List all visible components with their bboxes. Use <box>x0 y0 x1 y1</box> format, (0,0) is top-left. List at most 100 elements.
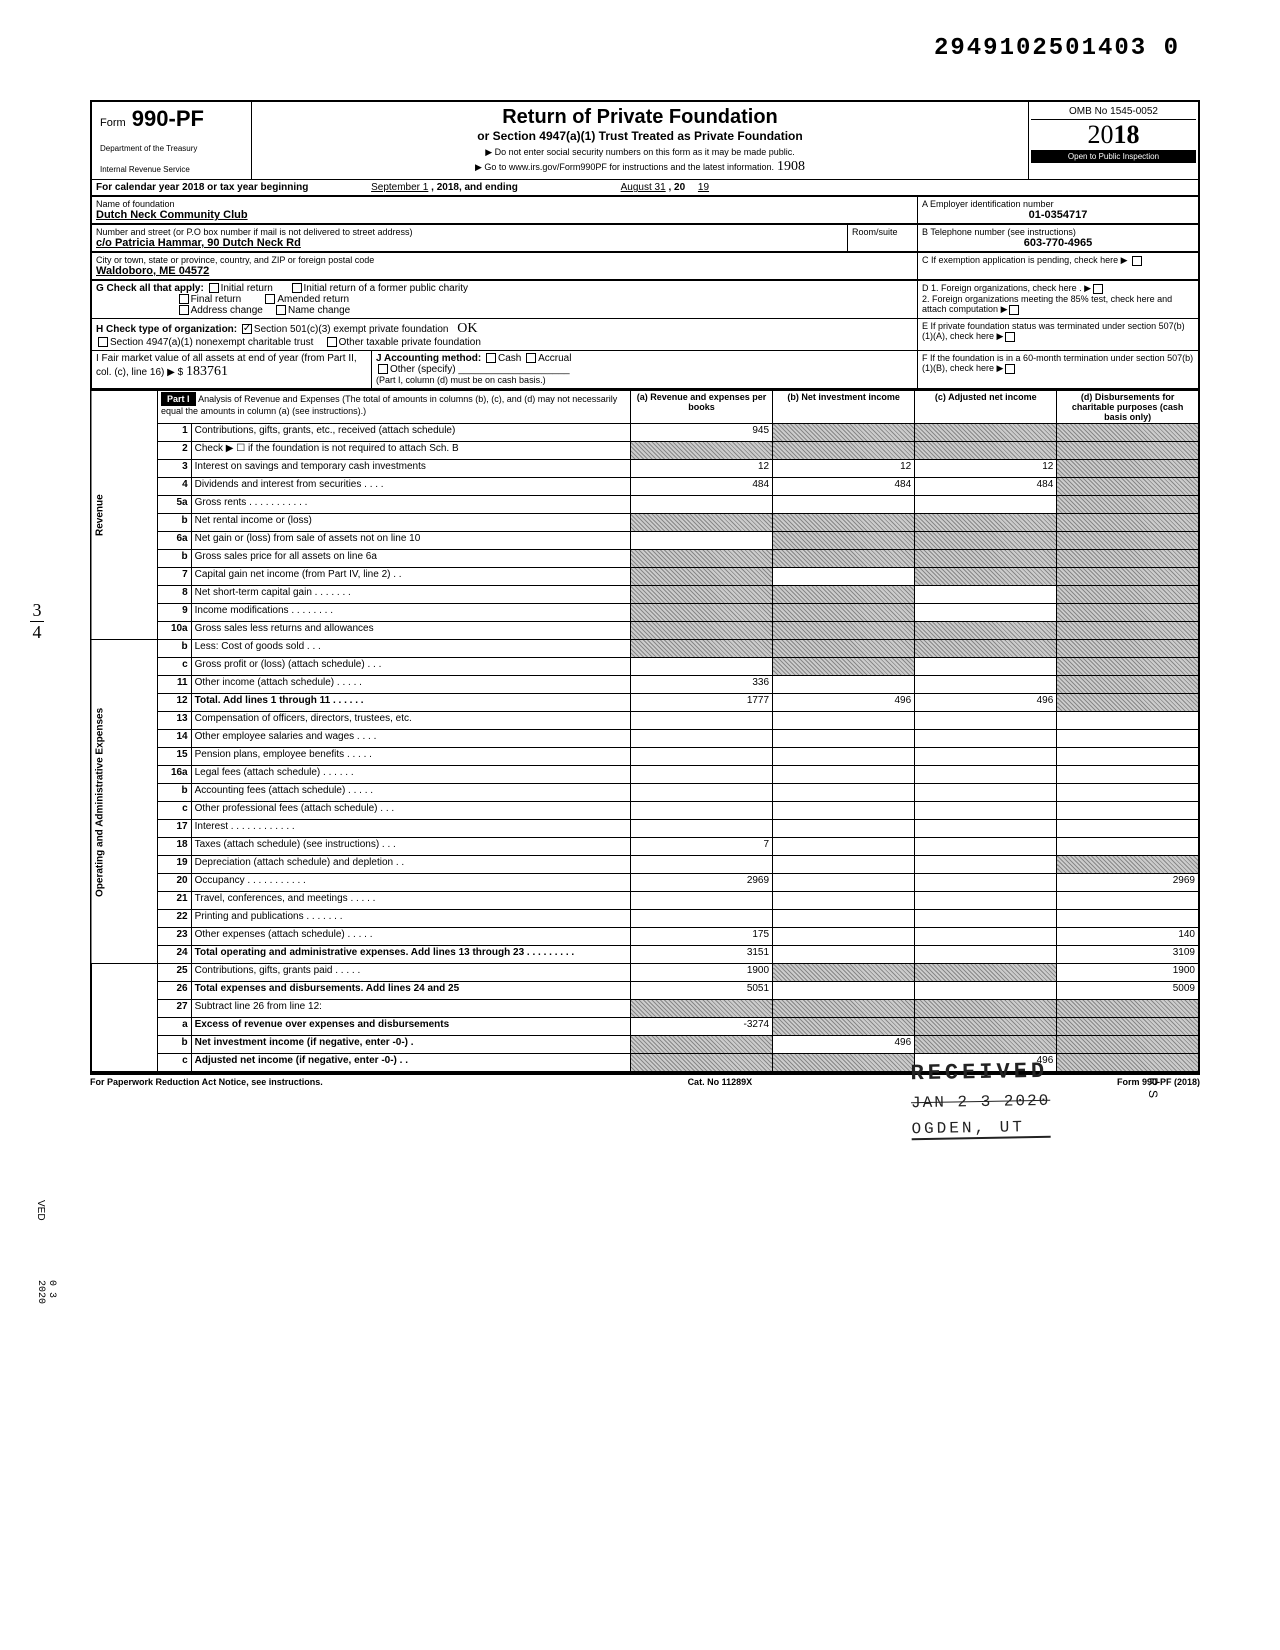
r23-a: 175 <box>630 928 772 946</box>
check-e[interactable] <box>1005 332 1015 342</box>
r18-a: 7 <box>630 838 772 856</box>
r10b-d: Less: Cost of goods sold . . . <box>191 640 630 658</box>
r25-d: Contributions, gifts, grants paid . . . … <box>191 964 630 982</box>
r3-a: 12 <box>630 460 772 478</box>
dept-treasury: Department of the Treasury <box>100 144 243 153</box>
r3-d: Interest on savings and temporary cash i… <box>191 460 630 478</box>
h-o1: Section 501(c)(3) exempt private foundat… <box>254 324 449 335</box>
main-title: Return of Private Foundation <box>256 106 1024 129</box>
r15-d: Pension plans, employee benefits . . . .… <box>191 748 630 766</box>
addr-value: c/o Patricia Hammar, 90 Dutch Neck Rd <box>96 237 843 249</box>
check-f[interactable] <box>1005 364 1015 374</box>
check-g2[interactable] <box>292 283 302 293</box>
check-h2[interactable] <box>98 337 108 347</box>
irs-vertical: IRS <box>1146 1070 1160 1102</box>
g-o6: Name change <box>288 305 350 316</box>
col-d: (d) Disbursements for charitable purpose… <box>1057 391 1199 424</box>
check-g6[interactable] <box>276 305 286 315</box>
r6a-d: Net gain or (loss) from sale of assets n… <box>191 532 630 550</box>
r10a-d: Gross sales less returns and allowances <box>191 622 630 640</box>
r16b-d: Accounting fees (attach schedule) . . . … <box>191 784 630 802</box>
r4-c: 484 <box>915 478 1057 496</box>
j-o2: Accrual <box>538 353 571 364</box>
check-g1[interactable] <box>209 283 219 293</box>
r4-n: 4 <box>158 478 192 496</box>
d2: 2. Foreign organizations meeting the 85%… <box>922 294 1172 314</box>
part1-table: Revenue Part I Analysis of Revenue and E… <box>90 390 1200 1073</box>
city-value: Waldoboro, ME 04572 <box>96 265 913 277</box>
check-d1[interactable] <box>1093 284 1103 294</box>
check-j3[interactable] <box>378 364 388 374</box>
name-label: Name of foundation <box>96 199 913 209</box>
r27b-n: b <box>158 1036 192 1054</box>
r21-d: Travel, conferences, and meetings . . . … <box>191 892 630 910</box>
r27c-n: c <box>158 1054 192 1072</box>
g-o5: Address change <box>191 305 263 316</box>
r1-a: 945 <box>630 424 772 442</box>
j-o1: Cash <box>498 353 521 364</box>
part1-label: Part I <box>161 392 196 406</box>
r4-b: 484 <box>773 478 915 496</box>
r18-d: Taxes (attach schedule) (see instruction… <box>191 838 630 856</box>
r17-n: 17 <box>158 820 192 838</box>
r27a-a: -3274 <box>630 1018 772 1036</box>
h-o2: Section 4947(a)(1) nonexempt charitable … <box>110 337 313 348</box>
received-stamp: RECEIVED JAN 2 3 2020 OGDEN, UT <box>910 1059 1051 1140</box>
r25-d-val: 1900 <box>1057 964 1199 982</box>
check-h1[interactable] <box>242 324 252 334</box>
d1: D 1. Foreign organizations, check here <box>922 283 1077 293</box>
check-j1[interactable] <box>486 353 496 363</box>
cal-mid: , 2018, and ending <box>431 182 518 193</box>
r26-d-val: 5009 <box>1057 982 1199 1000</box>
cal-yr-prefix: , 20 <box>668 182 685 193</box>
r2-d: Check ▶ ☐ if the foundation is not requi… <box>191 442 630 460</box>
check-j2[interactable] <box>526 353 536 363</box>
check-d2[interactable] <box>1009 305 1019 315</box>
check-c[interactable] <box>1132 256 1142 266</box>
stamp-received: RECEIVED <box>910 1059 1050 1086</box>
box-c: C If exemption application is pending, c… <box>922 255 1128 265</box>
r11-d: Other income (attach schedule) . . . . . <box>191 676 630 694</box>
check-g5[interactable] <box>179 305 189 315</box>
margin-date: 0 3 2020 <box>35 1280 57 1304</box>
col-c: (c) Adjusted net income <box>915 391 1057 424</box>
r27-d: Subtract line 26 from line 12: <box>191 1000 630 1018</box>
footer-mid: Cat. No 11289X <box>688 1077 753 1087</box>
r16a-d: Legal fees (attach schedule) . . . . . . <box>191 766 630 784</box>
r24-n: 24 <box>158 946 192 964</box>
r27b-d: Net investment income (if negative, ente… <box>195 1037 414 1048</box>
r23-n: 23 <box>158 928 192 946</box>
g-o2: Initial return of a former public charit… <box>304 283 469 294</box>
r27c-d: Adjusted net income (if negative, enter … <box>195 1055 408 1066</box>
r23-d-val: 140 <box>1057 928 1199 946</box>
r6b-n: b <box>158 550 192 568</box>
g-o1: Initial return <box>221 283 273 294</box>
r12-c: 496 <box>915 694 1057 712</box>
check-g4[interactable] <box>265 294 275 304</box>
r16c-n: c <box>158 802 192 820</box>
g-label: G Check all that apply: <box>96 283 204 294</box>
r14-d: Other employee salaries and wages . . . … <box>191 730 630 748</box>
cal-begin: September 1 <box>371 182 428 193</box>
open-inspection: Open to Public Inspection <box>1031 150 1196 163</box>
r27-n: 27 <box>158 1000 192 1018</box>
check-h3[interactable] <box>327 337 337 347</box>
r12-b: 496 <box>773 694 915 712</box>
box-e: E If private foundation status was termi… <box>922 321 1185 341</box>
col-b: (b) Net investment income <box>773 391 915 424</box>
h-o3: Other taxable private foundation <box>339 337 481 348</box>
r16b-n: b <box>158 784 192 802</box>
margin-ved: VED <box>35 1200 46 1221</box>
r1-n: 1 <box>158 424 192 442</box>
r10c-d: Gross profit or (loss) (attach schedule)… <box>191 658 630 676</box>
j-label: J Accounting method: <box>376 353 481 364</box>
i-value: 183761 <box>186 364 228 379</box>
r3-c: 12 <box>915 460 1057 478</box>
r24-a: 3151 <box>630 946 772 964</box>
r4-a: 484 <box>630 478 772 496</box>
r24-d: Total operating and administrative expen… <box>195 947 575 958</box>
check-g3[interactable] <box>179 294 189 304</box>
r5b-d: Net rental income or (loss) <box>191 514 630 532</box>
instruction-1: ▶ Do not enter social security numbers o… <box>256 147 1024 158</box>
r13-n: 13 <box>158 712 192 730</box>
